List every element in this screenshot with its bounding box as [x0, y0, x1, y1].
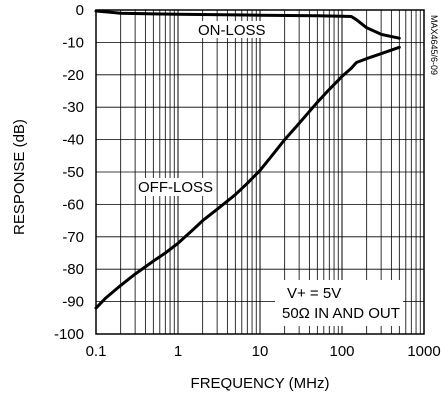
plot-frame	[95, 9, 425, 335]
series-line-on-loss	[94, 9, 401, 40]
condition-termination: 50Ω IN AND OUT	[282, 305, 400, 322]
x-tick-label: 0.1	[86, 343, 107, 360]
conditions-box	[275, 280, 403, 326]
y-tick-label: -20	[62, 67, 84, 84]
y-tick-label: -30	[62, 99, 84, 116]
condition-supply: V+ = 5V	[287, 285, 341, 302]
x-tick-label: 100	[329, 343, 354, 360]
y-tick-label: -40	[62, 132, 84, 149]
x-axis-title: FREQUENCY (MHz)	[191, 375, 330, 392]
y-tick-label: -50	[62, 164, 84, 181]
off-loss-label-bg	[137, 178, 211, 196]
y-tick-label: 0	[76, 2, 84, 19]
y-tick-label: -60	[62, 196, 84, 213]
off-loss-label: OFF-LOSS	[138, 179, 213, 196]
x-tick-label: 1000	[407, 343, 440, 360]
tick-labels: 0.1 1 10 100 1000 0 -10 -20 -30 -40 -50 -60 -70 -80 -9…	[54, 2, 441, 360]
figure-code: MAX4645/6-09	[429, 15, 439, 75]
series-line-off-loss	[94, 45, 401, 310]
x-tick-label: 10	[252, 343, 269, 360]
on-loss-label: ON-LOSS	[198, 22, 266, 39]
y-tick-label: -90	[62, 294, 84, 311]
x-tick-label: 1	[174, 343, 182, 360]
y-tick-label: -80	[62, 261, 84, 278]
y-axis-title: RESPONSE (dB)	[11, 119, 28, 235]
y-tick-label: -10	[62, 34, 84, 51]
series-lines	[94, 9, 401, 310]
y-tick-label: -70	[62, 229, 84, 246]
on-loss-label-bg	[197, 21, 265, 38]
y-tick-label: -100	[54, 326, 84, 343]
